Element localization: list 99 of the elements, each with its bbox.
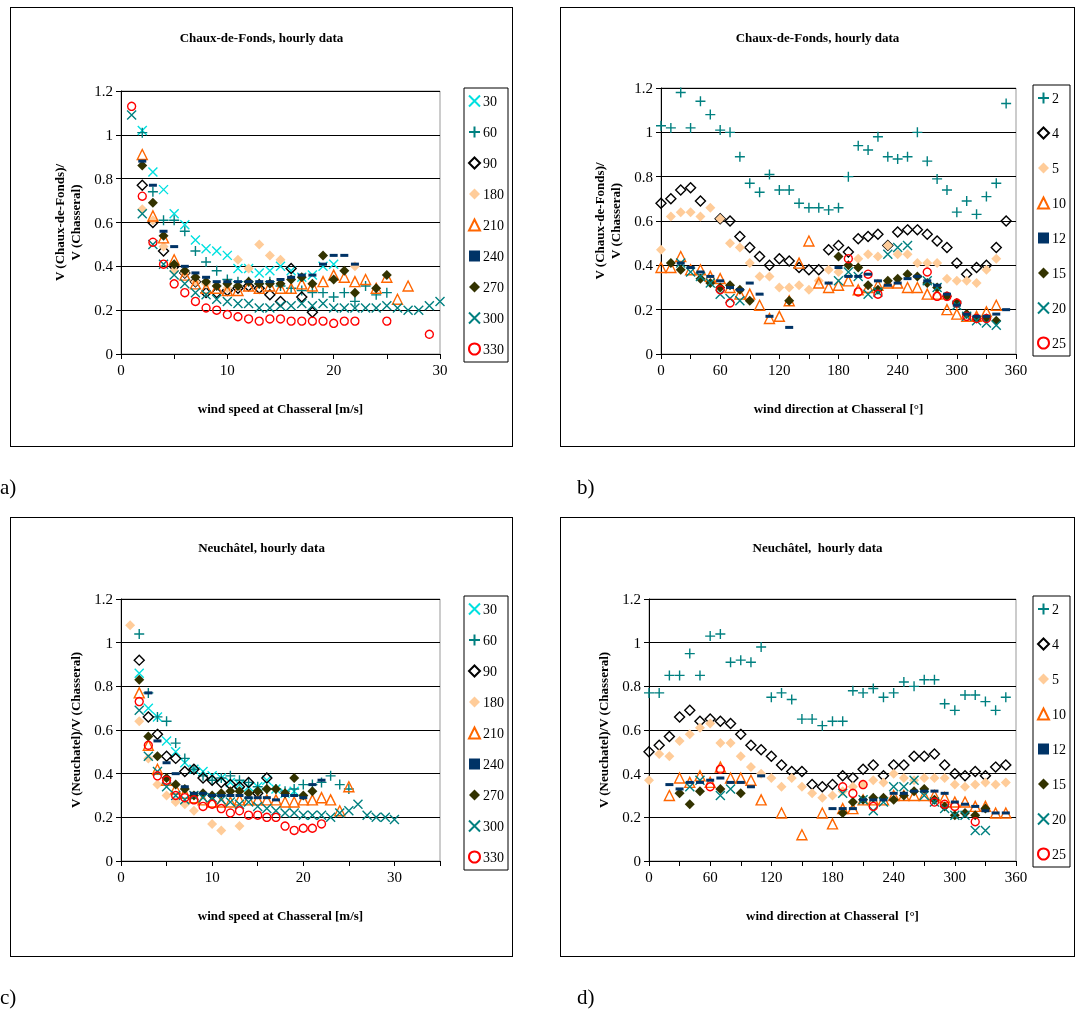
- y-tick-label: 0.8: [622, 678, 641, 695]
- x-tick-label: 300: [945, 361, 969, 378]
- y-tick-label: 0: [105, 346, 113, 362]
- x-tick-label: 30: [386, 868, 402, 885]
- x-axis-title: wind speed at Chasseral [m/s]: [197, 400, 364, 416]
- y-tick-label: 0.6: [634, 213, 654, 229]
- legend-label: 90: [483, 155, 497, 171]
- text: c): [0, 985, 17, 1010]
- legend-label: 240: [483, 756, 504, 772]
- chart-title: Chaux-de-Fonds, hourly data: [179, 30, 344, 45]
- legend-label: 4: [1052, 125, 1059, 141]
- x-tick-label: 0: [657, 361, 665, 378]
- x-tick-label: 30: [432, 361, 448, 378]
- y-axis-title: V (Chaux-de-Fonds)/ V (Chasseral): [51, 163, 83, 282]
- legend-label: 180: [483, 694, 504, 710]
- legend-label: 20: [1052, 811, 1066, 827]
- y-tick-label: 0.8: [94, 678, 113, 695]
- x-tick-label: 360: [1004, 361, 1028, 378]
- legend-label: 210: [483, 725, 504, 741]
- legend-label: 20: [1052, 300, 1066, 316]
- legend-label: 5: [1052, 160, 1059, 176]
- text: a): [0, 475, 17, 500]
- x-tick-label: 120: [760, 868, 783, 885]
- x-tick-label: 0: [117, 868, 125, 885]
- x-tick-label: 10: [204, 868, 220, 885]
- legend-label: 270: [483, 279, 504, 295]
- legend-label: 25: [1052, 335, 1066, 351]
- legend-label: 15: [1052, 265, 1066, 281]
- legend-label: 300: [483, 818, 504, 834]
- legend-label: 210: [483, 217, 504, 233]
- legend-label: 30: [483, 93, 497, 109]
- y-tick-label: 0.6: [94, 214, 114, 231]
- legend-label: 30: [483, 601, 497, 617]
- legend-label: 330: [483, 341, 504, 357]
- x-tick-label: 20: [326, 361, 342, 378]
- chart-title: Neuchâtel, hourly data: [752, 540, 883, 555]
- x-axis-title: wind speed at Chasseral [m/s]: [197, 907, 364, 923]
- legend-label: 180: [483, 186, 504, 202]
- y-tick-label: 1: [105, 634, 113, 651]
- chart-title: Neuchâtel, hourly data: [198, 540, 326, 555]
- x-axis-title: wind direction at Chasseral [°]: [753, 400, 924, 416]
- y-tick-label: 0.4: [634, 257, 654, 274]
- y-tick-label: 1.2: [634, 80, 653, 96]
- legend-label: 60: [483, 124, 497, 140]
- legend-label: 4: [1052, 636, 1059, 652]
- y-tick-label: 0: [633, 853, 641, 869]
- y-tick-label: 1: [645, 124, 653, 141]
- legend-label: 12: [1052, 230, 1066, 246]
- legend-label: 300: [483, 310, 504, 326]
- y-tick-label: 0.8: [634, 168, 653, 185]
- legend-label: 330: [483, 849, 504, 865]
- legend-label: 5: [1052, 671, 1059, 687]
- y-axis-title: V (Neuchatel)/V (Chasseral): [595, 651, 611, 809]
- y-tick-label: 0.4: [94, 765, 114, 782]
- legend-label: 60: [483, 632, 497, 648]
- y-tick-label: 0: [645, 346, 653, 362]
- x-tick-label: 180: [827, 361, 850, 378]
- y-tick-label: 0.2: [94, 809, 113, 826]
- text: b): [577, 475, 595, 500]
- x-tick-label: 60: [712, 361, 728, 378]
- y-tick-label: 0.4: [94, 258, 114, 275]
- y-tick-label: 1.2: [94, 591, 113, 607]
- y-tick-label: 0.2: [622, 809, 641, 826]
- y-tick-label: 0.2: [634, 301, 653, 318]
- y-tick-label: 0.4: [622, 765, 642, 782]
- legend-label: 25: [1052, 846, 1066, 862]
- x-tick-label: 360: [1004, 868, 1028, 885]
- text: d): [577, 985, 595, 1010]
- y-tick-label: 1.2: [94, 83, 113, 99]
- chart-title: Chaux-de-Fonds, hourly data: [735, 30, 900, 45]
- legend-label: 2: [1052, 601, 1059, 617]
- x-axis-title: wind direction at Chasseral [°]: [746, 907, 919, 923]
- legend-label: 10: [1052, 195, 1066, 211]
- x-tick-label: 10: [219, 361, 235, 378]
- legend-label: 12: [1052, 741, 1066, 757]
- y-tick-label: 0.8: [94, 170, 113, 187]
- x-tick-label: 300: [943, 868, 967, 885]
- y-tick-label: 1: [105, 126, 113, 143]
- x-tick-label: 0: [117, 361, 125, 378]
- y-tick-label: 0.6: [622, 722, 642, 738]
- legend-label: 15: [1052, 776, 1066, 792]
- legend-label: 270: [483, 787, 504, 803]
- y-axis-title: V (Chaux-de-Fonds)/ V (Chasseral): [591, 162, 623, 280]
- y-tick-label: 0.2: [94, 302, 113, 319]
- x-tick-label: 180: [821, 868, 844, 885]
- x-tick-label: 240: [882, 868, 905, 885]
- x-tick-label: 120: [768, 361, 791, 378]
- legend-label: 90: [483, 663, 497, 679]
- x-tick-label: 20: [295, 868, 311, 885]
- x-tick-label: 60: [702, 868, 718, 885]
- y-tick-label: 1.2: [622, 591, 641, 607]
- y-tick-label: 0.6: [94, 722, 114, 738]
- x-tick-label: 240: [886, 361, 909, 378]
- y-tick-label: 1: [633, 634, 641, 651]
- y-tick-label: 0: [105, 853, 113, 869]
- y-axis-title: V (Neuchatel)/V (Chasseral): [67, 651, 83, 809]
- legend-label: 10: [1052, 706, 1066, 722]
- legend-label: 2: [1052, 90, 1059, 106]
- legend-label: 240: [483, 248, 504, 264]
